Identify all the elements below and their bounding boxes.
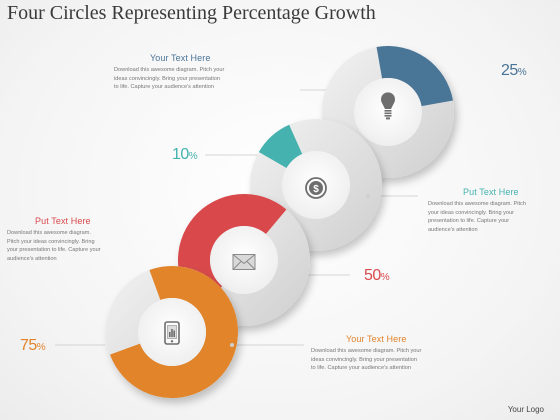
mobile-phone-icon: [164, 321, 180, 345]
text-block-body: Download this awesome diagram. Pitch you…: [311, 348, 422, 372]
text-block-heading: Your Text Here: [150, 53, 211, 63]
svg-text:$: $: [313, 184, 319, 195]
connector-dot: [366, 194, 370, 198]
text-block-heading: Put Text Here: [35, 216, 91, 226]
text-block-body: Download this awesome diagram. Pitch you…: [7, 230, 101, 262]
percent-label-50: 50%: [364, 267, 390, 284]
ring-segment-teal: [258, 124, 303, 168]
text-block-body: Download this awesome diagram. Pitch you…: [114, 67, 225, 91]
percent-label-75: 75%: [20, 337, 46, 354]
ring-segment-orange: [109, 266, 238, 399]
light-bulb-icon: [381, 92, 395, 120]
percent-label-25: 25%: [501, 62, 527, 79]
text-block-heading: Put Text Here: [463, 187, 519, 197]
connector-dot: [230, 343, 234, 347]
dollar-coin-icon: $: [305, 177, 327, 199]
text-block-orange: Your Text Here Download this awesome dia…: [311, 334, 461, 373]
text-block-blue: Your Text Here Download this awesome dia…: [114, 53, 289, 92]
percent-label-10: 10%: [172, 146, 198, 163]
ring-segment-blue: [376, 46, 453, 107]
text-block-red: Put Text Here Download this awesome diag…: [7, 216, 147, 263]
envelope-icon: [232, 254, 256, 270]
text-block-heading: Your Text Here: [346, 334, 407, 344]
text-block-body: Download this awesome diagram. Pitch you…: [428, 201, 526, 233]
text-block-teal: Put Text Here Download this awesome diag…: [428, 187, 558, 234]
logo-text: Your Logo: [507, 405, 544, 414]
page-title: Four Circles Representing Percentage Gro…: [7, 2, 376, 24]
